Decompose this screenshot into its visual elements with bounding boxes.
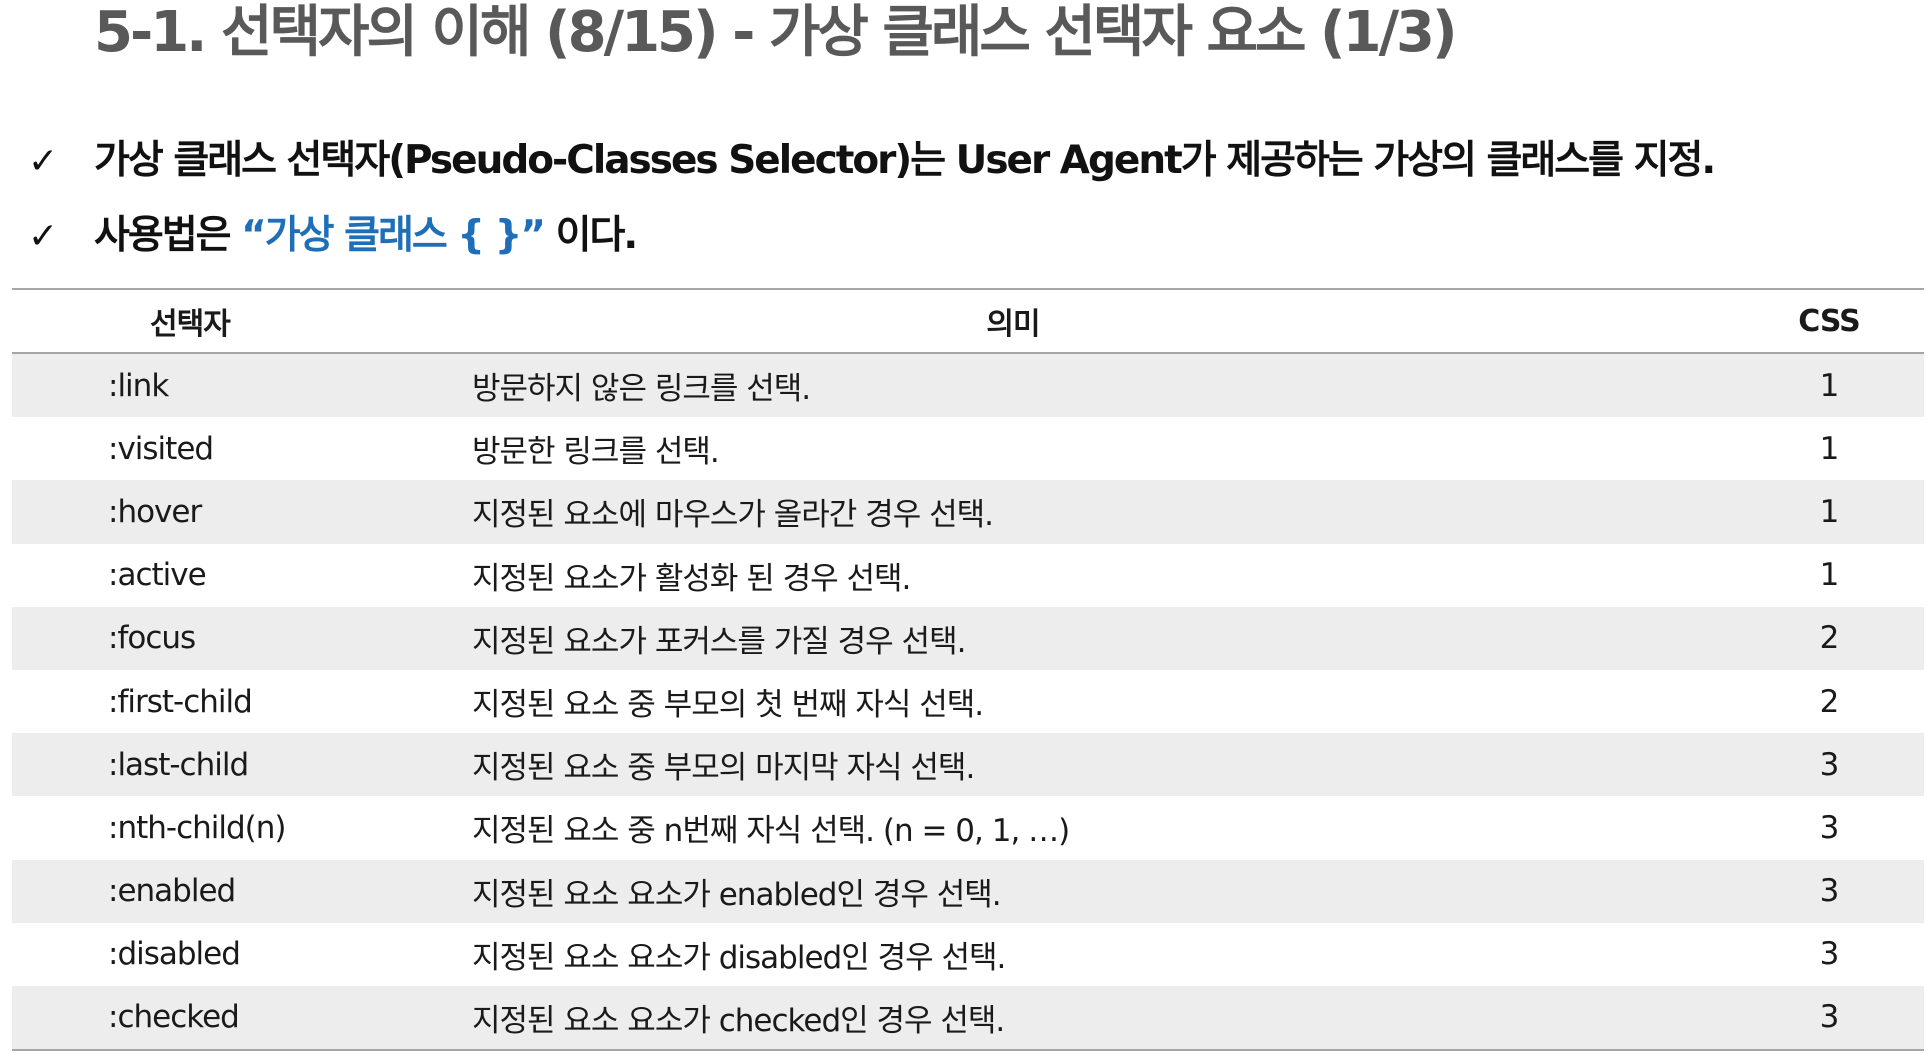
css-level-cell: 1 (1819, 493, 1840, 530)
css-level-cell: 3 (1819, 809, 1840, 846)
selector-cell: :focus (108, 620, 196, 657)
css-level-cell: 3 (1819, 873, 1840, 910)
selector-cell: :enabled (108, 873, 236, 910)
bullet-usage: ✓ 사용법은 “가상 클래스 { }” 이다. (28, 204, 639, 268)
meaning-cell: 방문하지 않은 링크를 선택. (472, 371, 811, 408)
meaning-cell: 지정된 요소 요소가 enabled인 경우 선택. (472, 876, 1002, 913)
pseudo-class-table: 선택자 의미 CSS :link 방문하지 않은 링크를 선택. 1:visited… (12, 288, 1924, 1052)
selector-cell: :last-child (108, 746, 249, 783)
table-row: :active 지정된 요소가 활성화 된 경우 선택. 1 (12, 544, 1924, 607)
css-level-cell: 3 (1819, 746, 1840, 783)
meaning-cell: 지정된 요소 요소가 checked인 경우 선택. (472, 1002, 1005, 1039)
meaning-cell: 지정된 요소가 활성화 된 경우 선택. (472, 560, 911, 597)
meaning-cell: 방문한 링크를 선택. (472, 434, 720, 471)
table-row: :link 방문하지 않은 링크를 선택. 1 (12, 354, 1924, 418)
selector-cell: :first-child (108, 683, 253, 720)
meaning-cell: 지정된 요소 중 부모의 첫 번째 자식 선택. (472, 687, 984, 724)
table-row: :focus 지정된 요소가 포커스를 가질 경우 선택. 2 (12, 606, 1924, 670)
bullet-definition: ✓ 가상 클래스 선택자(Pseudo-Classes Selector)는 Us… (28, 129, 1716, 193)
usage-syntax: “가상 클래스 { }” (241, 213, 546, 258)
meaning-cell: 지정된 요소 중 n번째 자식 선택. (n = 0, 1, …) (472, 813, 1070, 850)
table-row: :hover 지정된 요소에 마우스가 올라간 경우 선택. 1 (12, 480, 1924, 544)
css-level-cell: 1 (1819, 367, 1840, 404)
selector-cell: :disabled (108, 936, 241, 973)
table-row: :enabled 지정된 요소 요소가 enabled인 경우 선택. 3 (12, 859, 1924, 923)
selector-cell: :visited (108, 430, 214, 467)
bullet-text-prefix: 사용법은 (94, 213, 242, 258)
table-row: :nth-child(n) 지정된 요소 중 n번째 자식 선택. (n = 0,… (12, 796, 1924, 859)
meaning-cell: 지정된 요소 중 부모의 마지막 자식 선택. (472, 750, 975, 787)
meaning-cell: 지정된 요소가 포커스를 가질 경우 선택. (472, 623, 966, 660)
meaning-cell: 지정된 요소 요소가 disabled인 경우 선택. (472, 939, 1006, 976)
table-row: :last-child 지정된 요소 중 부모의 마지막 자식 선택. 3 (12, 733, 1924, 797)
header-meaning: 의미 (986, 307, 1040, 342)
header-selector: 선택자 (150, 307, 231, 342)
selector-cell: :checked (108, 999, 240, 1036)
bullet-text-suffix: 이다. (544, 213, 639, 258)
selector-cell: :active (108, 557, 207, 594)
bullet-text: 가상 클래스 선택자(Pseudo-Classes Selector)는 Use… (94, 138, 1716, 183)
table-row: :visited 방문한 링크를 선택. 1 (12, 417, 1924, 480)
css-level-cell: 3 (1819, 936, 1840, 973)
table-row: :disabled 지정된 요소 요소가 disabled인 경우 선택. 3 (12, 923, 1924, 986)
css-level-cell: 2 (1819, 683, 1840, 720)
css-level-cell: 1 (1819, 430, 1840, 467)
css-level-cell: 3 (1819, 999, 1840, 1036)
header-css: CSS (1798, 303, 1860, 339)
table-body: :link 방문하지 않은 링크를 선택. 1 :visited 방문한 링크를 선택.… (12, 354, 1924, 1050)
meaning-cell: 지정된 요소에 마우스가 올라간 경우 선택. (472, 497, 994, 534)
table-row: :first-child 지정된 요소 중 부모의 첫 번째 자식 선택. 2 (12, 670, 1924, 733)
checkmark-icon: ✓ (28, 216, 58, 257)
checkmark-icon: ✓ (28, 141, 58, 182)
selector-cell: :nth-child(n) (108, 809, 287, 846)
page-title: 5-1. 선택자의 이해 (8/15) - 가상 클래스 선택자 요소 (1/3… (94, 0, 1458, 65)
css-level-cell: 2 (1819, 620, 1840, 657)
table-row: :checked 지정된 요소 요소가 checked인 경우 선택. 3 (12, 985, 1924, 1050)
selector-cell: :link (108, 367, 169, 404)
css-level-cell: 1 (1819, 557, 1840, 594)
selector-cell: :hover (108, 493, 202, 530)
table-header: 선택자 의미 CSS (12, 290, 1924, 354)
